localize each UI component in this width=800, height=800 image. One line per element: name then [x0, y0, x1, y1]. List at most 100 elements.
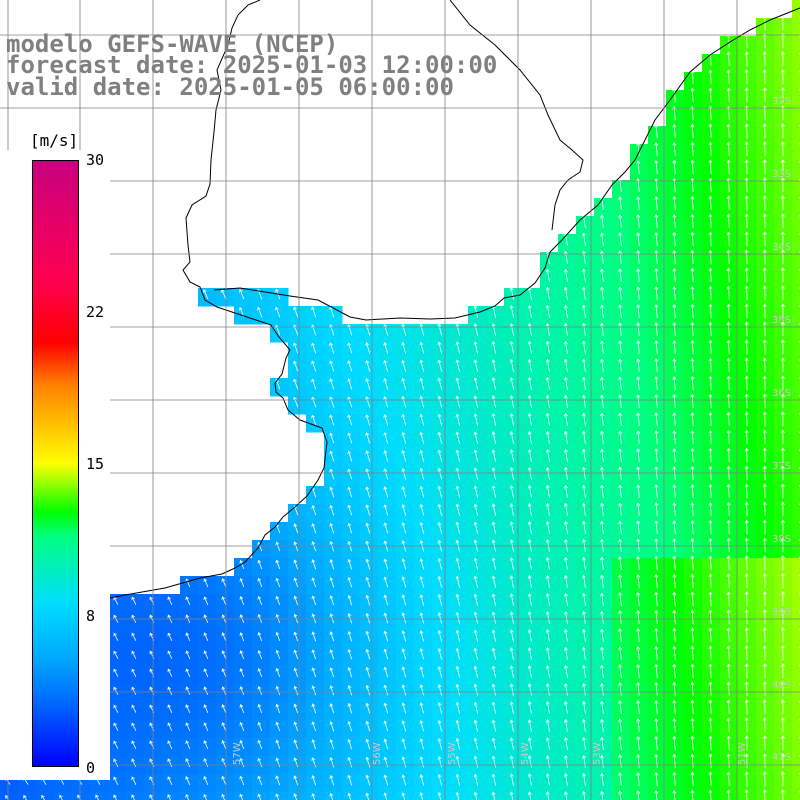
wind-arrow	[618, 609, 622, 625]
wind-arrow	[455, 773, 460, 786]
wind-arrow	[365, 792, 370, 800]
wind-arrow	[744, 141, 749, 157]
wind-arrow	[329, 775, 335, 786]
wind-arrow	[293, 360, 299, 372]
wind-arrow	[708, 753, 713, 769]
wind-arrow	[365, 378, 371, 390]
wind-arrow	[654, 735, 659, 751]
wind-arrow	[762, 771, 767, 787]
wind-arrow	[708, 789, 713, 800]
wind-arrow	[762, 573, 767, 589]
wind-arrow	[654, 286, 659, 301]
wind-arrow	[545, 268, 550, 282]
wind-arrow	[383, 504, 389, 516]
wind-arrow	[527, 412, 532, 426]
wind-arrow	[365, 414, 371, 426]
wind-arrow	[527, 665, 532, 678]
wind-arrow	[365, 576, 371, 588]
wind-arrow	[455, 575, 460, 588]
wind-arrow	[600, 592, 604, 606]
wind-arrow	[600, 682, 604, 696]
wind-arrow	[311, 342, 317, 354]
wind-arrow	[744, 375, 749, 391]
wind-arrow	[527, 340, 532, 354]
wind-arrow	[401, 666, 407, 678]
wind-arrow	[239, 595, 245, 606]
wind-arrow	[293, 577, 299, 588]
wind-arrow	[762, 141, 767, 157]
wind-arrow	[563, 628, 568, 642]
wind-arrow	[221, 722, 227, 732]
wind-arrow	[383, 756, 389, 768]
wind-arrow	[708, 303, 713, 319]
wind-arrow	[275, 306, 281, 318]
wind-arrow	[455, 557, 460, 570]
wind-arrow	[672, 753, 677, 769]
wind-cell	[792, 180, 800, 199]
wind-arrow	[473, 701, 478, 714]
wind-arrow	[726, 303, 731, 319]
wind-arrow	[654, 591, 659, 607]
wind-arrow	[383, 738, 389, 750]
wind-arrow	[672, 717, 677, 733]
wind-arrow	[239, 793, 244, 800]
wind-arrow	[780, 69, 785, 85]
wind-arrow	[690, 303, 695, 319]
wind-arrow	[365, 720, 371, 732]
wind-arrow	[744, 285, 749, 301]
wind-cell	[54, 792, 73, 800]
wind-arrow	[762, 591, 767, 607]
wind-arrow	[726, 735, 731, 751]
wind-arrow	[491, 737, 496, 750]
wind-arrow	[491, 593, 496, 606]
wind-arrow	[762, 609, 767, 625]
wind-arrow	[581, 358, 586, 372]
wind-arrow	[311, 306, 317, 318]
wind-arrow	[600, 412, 604, 426]
wind-arrow	[726, 339, 731, 355]
wind-arrow	[672, 231, 677, 247]
wind-arrow	[491, 755, 496, 768]
wind-arrow	[563, 736, 568, 750]
latitude-labels: 32S 33S 34S 35S 36S 37S 38S 39S 40S 41S	[772, 96, 791, 763]
wind-arrow	[690, 519, 695, 535]
wind-arrow	[293, 793, 298, 800]
wind-arrow	[329, 504, 335, 516]
wind-arrow	[654, 681, 659, 697]
wind-arrow	[744, 411, 749, 427]
wind-arrow	[419, 431, 425, 444]
wind-arrow	[329, 631, 335, 642]
wind-arrow	[275, 541, 281, 552]
longitude-label: 55W	[447, 742, 458, 765]
wind-arrow	[365, 684, 371, 696]
wind-arrow	[437, 791, 442, 800]
wind-arrow	[780, 572, 785, 589]
wind-arrow	[167, 632, 173, 641]
wind-arrow	[509, 340, 514, 354]
wind-arrow	[527, 484, 532, 498]
wind-arrow	[545, 502, 550, 516]
wind-arrow	[167, 668, 173, 677]
wind-arrow	[401, 377, 407, 390]
wind-arrow	[762, 411, 767, 427]
wind-arrow	[600, 322, 604, 337]
wind-arrow	[311, 667, 317, 678]
wind-arrow	[401, 774, 407, 786]
wind-arrow	[311, 685, 317, 696]
wind-arrow	[618, 736, 622, 751]
longitude-label: 56W	[372, 742, 383, 765]
wind-arrow	[654, 430, 659, 445]
wind-arrow	[347, 720, 353, 732]
wind-arrow	[275, 559, 281, 570]
wind-cell	[90, 792, 109, 800]
wind-arrow	[365, 359, 371, 372]
wind-arrow	[257, 668, 263, 678]
wind-arrow	[329, 378, 335, 390]
wind-arrow	[311, 757, 317, 768]
wind-arrow	[618, 340, 623, 355]
wind-arrow	[167, 686, 173, 695]
wind-arrow	[365, 756, 371, 768]
wind-arrow	[600, 250, 604, 265]
model-title: modelo GEFS-WAVE (NCEP)	[6, 30, 339, 58]
wind-arrow	[563, 754, 568, 768]
